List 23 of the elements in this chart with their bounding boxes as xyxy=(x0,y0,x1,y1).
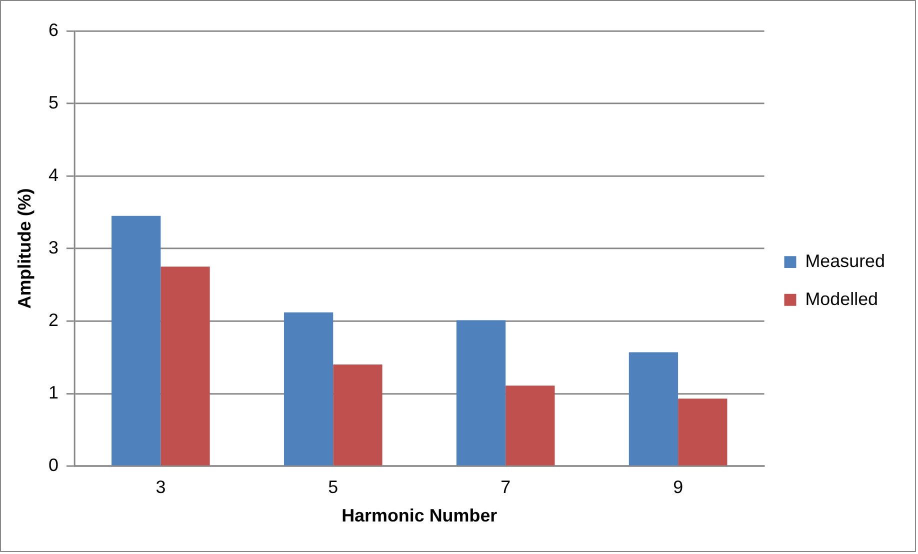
bar xyxy=(284,312,334,466)
x-axis-title: Harmonic Number xyxy=(342,505,498,526)
y-tick-label: 3 xyxy=(48,237,58,258)
y-tick-label: 0 xyxy=(48,455,58,476)
y-axis-title: Amplitude (%) xyxy=(14,188,35,309)
bar xyxy=(456,320,506,466)
y-tick-label: 5 xyxy=(48,92,58,112)
legend-label: Measured xyxy=(805,251,886,271)
x-tick-label: 9 xyxy=(673,476,684,497)
legend-label: Modelled xyxy=(805,288,878,309)
bar xyxy=(506,386,555,466)
y-tick-label: 1 xyxy=(48,382,58,403)
bar xyxy=(333,364,382,466)
bar xyxy=(112,216,161,466)
bar xyxy=(678,398,728,466)
bar xyxy=(628,352,678,466)
x-tick-label: 7 xyxy=(500,476,511,497)
x-tick-label: 5 xyxy=(328,476,338,497)
y-tick-label: 2 xyxy=(48,310,58,330)
y-tick-label: 6 xyxy=(48,20,58,40)
bar xyxy=(160,266,210,466)
y-tick-label: 4 xyxy=(48,164,58,185)
x-tick-label: 3 xyxy=(156,476,166,497)
